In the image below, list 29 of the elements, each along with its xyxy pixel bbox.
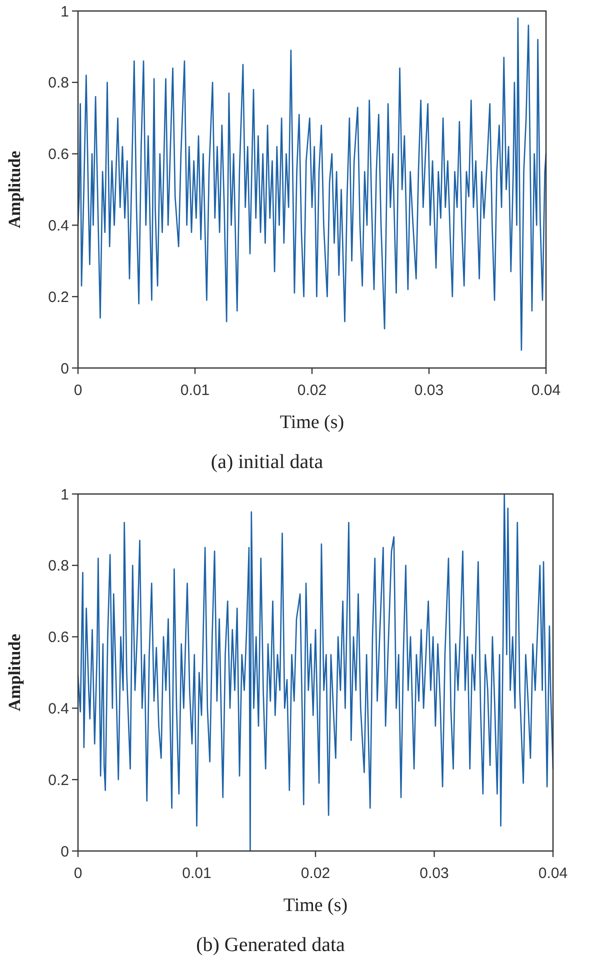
y-tick-label: 0.2 [48,772,69,789]
x-tick-label: 0.01 [182,865,212,882]
x-tick-label: 0 [74,382,82,399]
x-axis-title: Time (s) [280,412,344,433]
x-tick-label: 0.02 [300,865,330,882]
y-tick-label: 0 [60,843,69,860]
x-tick-label: 0.04 [531,382,561,399]
y-tick-label: 0.2 [48,288,69,306]
x-tick-label: 0 [74,865,82,882]
x-tick-label: 0.01 [180,382,210,399]
y-axis-title: Amplitude [5,633,24,712]
x-tick-label: 0.03 [414,382,444,399]
text: (a) initial data [210,451,324,473]
y-tick-label: 0.4 [48,217,69,234]
y-tick-label: 0.6 [48,629,69,646]
y-tick-label: 0.4 [48,700,69,718]
text: (b) Generated data [196,934,346,956]
line-series [77,17,547,351]
x-axis-title: Time (s) [283,895,348,916]
y-tick-label: 0.6 [48,146,69,164]
y-tick-label: 0 [60,360,69,378]
x-tick-label: 0.04 [538,865,568,882]
y-tick-label: 0.8 [48,74,69,92]
y-axis-title: Amplitude [5,150,24,228]
y-tick-label: 1 [60,3,69,20]
y-tick-label: 0.8 [48,558,69,575]
x-tick-label: 0.03 [420,865,449,882]
y-tick-label: 1 [60,486,69,504]
x-tick-label: 0.02 [297,382,327,399]
